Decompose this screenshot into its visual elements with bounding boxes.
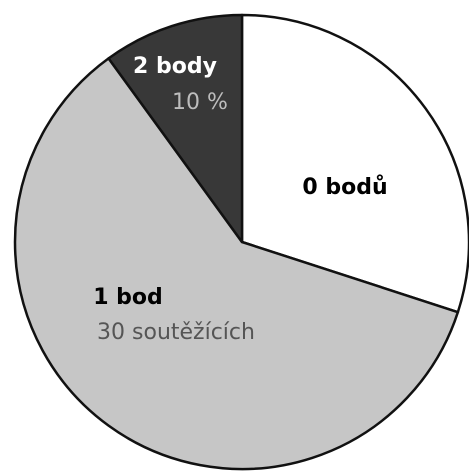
slice-label: 1 bod [93, 285, 163, 310]
value-label: 30 soutěžících [97, 320, 255, 345]
pie-slice [107, 13, 244, 244]
value-label: 10 % [172, 90, 228, 115]
slice-label: 0 bodů [302, 175, 387, 200]
pie-slice [13, 57, 460, 471]
pie-slice [240, 13, 469, 314]
slice-label: 2 body [133, 54, 217, 79]
